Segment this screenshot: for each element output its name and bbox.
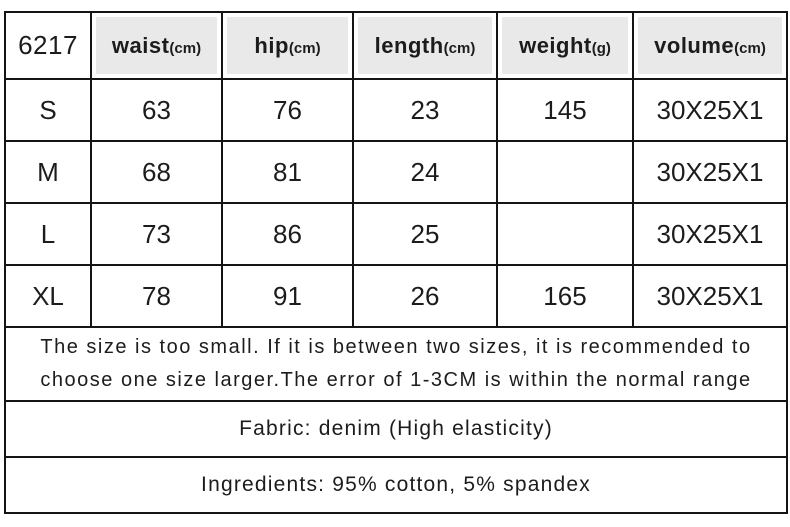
ingredients-info: Ingredients: 95% cotton, 5% spandex: [4, 456, 788, 514]
column-label: length: [374, 32, 444, 58]
table-row-l: L 73 86 25 30X25X1: [4, 202, 788, 266]
column-header-weight: weight(g): [496, 11, 634, 80]
size-label: L: [4, 202, 92, 266]
column-header-hip: hip(cm): [221, 11, 354, 80]
size-label: S: [4, 78, 92, 142]
column-label: waist: [111, 32, 170, 58]
volume-value: 30X25X1: [632, 78, 788, 142]
size-note-line2: choose one size larger.The error of 1-3C…: [40, 369, 752, 391]
weight-value: 145: [496, 78, 634, 142]
length-value: 26: [352, 264, 498, 328]
length-value: 23: [352, 78, 498, 142]
note-row: The size is too small. If it is between …: [4, 326, 788, 402]
length-value: 25: [352, 202, 498, 266]
table-row-xl: XL 78 91 26 165 30X25X1: [4, 264, 788, 328]
hip-value: 76: [221, 78, 354, 142]
column-label: weight: [519, 32, 592, 58]
product-code: 6217: [4, 11, 92, 80]
column-unit: (cm): [288, 39, 321, 57]
waist-value: 73: [90, 202, 223, 266]
hip-value: 81: [221, 140, 354, 204]
weight-value: [496, 202, 634, 266]
ingredients-row: Ingredients: 95% cotton, 5% spandex: [4, 456, 788, 514]
column-header-volume: volume(cm): [632, 11, 788, 80]
volume-value: 30X25X1: [632, 202, 788, 266]
column-header-waist: waist(cm): [90, 11, 223, 80]
size-label: XL: [4, 264, 92, 328]
volume-value: 30X25X1: [632, 264, 788, 328]
waist-value: 63: [90, 78, 223, 142]
size-note: The size is too small. If it is between …: [4, 326, 788, 402]
length-value: 24: [352, 140, 498, 204]
column-label: volume: [654, 32, 735, 58]
waist-value: 68: [90, 140, 223, 204]
waist-value: 78: [90, 264, 223, 328]
hip-value: 91: [221, 264, 354, 328]
column-unit: (cm): [734, 39, 766, 57]
weight-value: 165: [496, 264, 634, 328]
volume-value: 30X25X1: [632, 140, 788, 204]
hip-value: 86: [221, 202, 354, 266]
table-row-m: M 68 81 24 30X25X1: [4, 140, 788, 204]
header-row: 6217 waist(cm) hip(cm) length(cm) weight…: [4, 11, 788, 80]
fabric-row: Fabric: denim (High elasticity): [4, 400, 788, 458]
column-unit: (cm): [169, 39, 202, 57]
fabric-info: Fabric: denim (High elasticity): [4, 400, 788, 458]
size-label: M: [4, 140, 92, 204]
table-row-s: S 63 76 23 145 30X25X1: [4, 78, 788, 142]
column-unit: (cm): [443, 39, 476, 57]
column-label: hip: [254, 32, 289, 58]
column-unit: (g): [591, 39, 611, 57]
size-note-line1: The size is too small. If it is between …: [40, 336, 752, 358]
weight-value: [496, 140, 634, 204]
size-table: 6217 waist(cm) hip(cm) length(cm) weight…: [4, 11, 788, 514]
column-header-length: length(cm): [352, 11, 498, 80]
